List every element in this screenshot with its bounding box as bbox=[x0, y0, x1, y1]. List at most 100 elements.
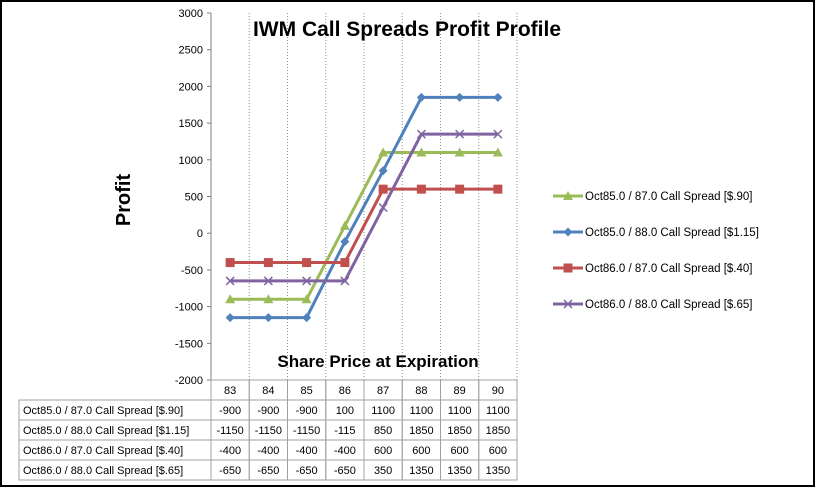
x-tick-label: 83 bbox=[224, 385, 236, 397]
marker-diamond bbox=[225, 313, 235, 323]
x-tick-label: 87 bbox=[377, 385, 389, 397]
legend-label: Oct86.0 / 88.0 Call Spread [$.65] bbox=[585, 299, 753, 311]
cell-value: -900 bbox=[296, 405, 318, 417]
marker-x bbox=[563, 299, 573, 309]
legend-item: Oct85.0 / 88.0 Call Spread [$1.15] bbox=[553, 227, 759, 239]
x-tick-label: 90 bbox=[492, 385, 504, 397]
legend: Oct85.0 / 87.0 Call Spread [$.90] Oct85.0… bbox=[553, 191, 759, 311]
table-cell bbox=[478, 459, 518, 481]
marker-x bbox=[493, 129, 503, 139]
cell-value: 850 bbox=[374, 425, 392, 437]
marker-square bbox=[455, 184, 465, 194]
marker-triangle bbox=[263, 294, 274, 304]
series-line bbox=[230, 95, 498, 320]
series-line bbox=[230, 150, 498, 301]
cell-value: -650 bbox=[219, 465, 241, 477]
y-tick-label: 3000 bbox=[179, 8, 203, 20]
cell-value: -1150 bbox=[216, 425, 243, 437]
marker-triangle bbox=[492, 147, 503, 157]
cell-value: 600 bbox=[412, 445, 430, 457]
marker-square bbox=[302, 258, 312, 268]
marker-x bbox=[340, 276, 350, 286]
marker-diamond bbox=[493, 92, 503, 102]
y-tick-label: 2000 bbox=[179, 81, 203, 93]
row-label: Oct86.0 / 87.0 Call Spread [$.40] bbox=[23, 445, 183, 457]
marker-triangle bbox=[563, 191, 573, 200]
marker-square bbox=[378, 184, 388, 194]
marker-triangle bbox=[378, 147, 389, 157]
y-tick-label: 2500 bbox=[179, 45, 203, 57]
x-tick-label: 89 bbox=[454, 385, 466, 397]
marker-diamond bbox=[302, 313, 312, 323]
cell-value: 1100 bbox=[371, 405, 395, 417]
marker-triangle bbox=[454, 147, 465, 157]
marker-diamond bbox=[378, 166, 388, 176]
cell-value: 1100 bbox=[448, 405, 472, 417]
cell-value: 1850 bbox=[409, 425, 433, 437]
series-1 bbox=[225, 147, 503, 304]
legend-label: Oct86.0 / 87.0 Call Spread [$.40] bbox=[585, 263, 753, 275]
cell-value: -115 bbox=[334, 425, 355, 437]
cell-value: 600 bbox=[489, 445, 507, 457]
marker-square bbox=[263, 258, 273, 268]
cell-value: 600 bbox=[450, 445, 468, 457]
series-4 bbox=[225, 129, 503, 286]
legend-item: Oct86.0 / 87.0 Call Spread [$.40] bbox=[553, 263, 753, 275]
table-row: Oct85.0 / 88.0 Call Spread [$1.15] -1150 -… bbox=[18, 419, 518, 441]
cell-value: -400 bbox=[296, 445, 318, 457]
marker-triangle bbox=[301, 294, 312, 304]
y-tick-label: -500 bbox=[181, 265, 203, 277]
marker-x bbox=[225, 276, 235, 286]
cell-value: 100 bbox=[336, 405, 354, 417]
cell-value: 1350 bbox=[447, 465, 471, 477]
marker-triangle bbox=[416, 147, 427, 157]
marker-square bbox=[416, 184, 426, 194]
series-line bbox=[230, 132, 498, 283]
legend-label: Oct85.0 / 88.0 Call Spread [$1.15] bbox=[585, 227, 759, 239]
x-tick-label: 84 bbox=[262, 385, 274, 397]
cell-value: -400 bbox=[219, 445, 241, 457]
series-3 bbox=[225, 184, 503, 268]
cell-value: -650 bbox=[257, 465, 279, 477]
marker-x bbox=[378, 202, 388, 213]
cell-value: 600 bbox=[374, 445, 392, 457]
table-row: Oct86.0 / 87.0 Call Spread [$.40] -400 -40… bbox=[18, 439, 518, 461]
cell-value: 1350 bbox=[409, 465, 433, 477]
x-axis-label: Share Price at Expiration bbox=[277, 352, 478, 371]
marker-square bbox=[493, 184, 503, 194]
cell-value: 1350 bbox=[486, 465, 510, 477]
cell-value: -1150 bbox=[293, 425, 320, 437]
legend-item: Oct86.0 / 88.0 Call Spread [$.65] bbox=[553, 299, 753, 311]
row-label: Oct85.0 / 87.0 Call Spread [$.90] bbox=[23, 405, 183, 417]
marker-x bbox=[302, 276, 312, 286]
y-tick-label: 1000 bbox=[179, 155, 203, 167]
table-row: Oct86.0 / 88.0 Call Spread [$.65] -650 -65… bbox=[18, 459, 518, 481]
marker-triangle bbox=[339, 220, 350, 230]
cell-value: -650 bbox=[296, 465, 318, 477]
x-tick-label: 88 bbox=[415, 385, 427, 397]
grid-lines bbox=[248, 13, 518, 380]
legend-label: Oct85.0 / 87.0 Call Spread [$.90] bbox=[585, 191, 753, 203]
x-tick-label: 85 bbox=[301, 385, 313, 397]
cell-value: 1100 bbox=[486, 405, 510, 417]
y-tick-label: -1000 bbox=[175, 302, 203, 314]
row-label: Oct85.0 / 88.0 Call Spread [$1.15] bbox=[23, 425, 189, 437]
marker-x bbox=[263, 276, 273, 286]
y-tick-label: 500 bbox=[185, 192, 203, 204]
marker-diamond bbox=[263, 313, 273, 323]
cell-value: 350 bbox=[374, 465, 392, 477]
marker-x bbox=[416, 129, 426, 139]
cell-value: -900 bbox=[257, 405, 279, 417]
y-axis-ticks: 3000 2500 2000 1500 1000 500 0 -500 -1000 -1500 -2… bbox=[175, 8, 212, 387]
marker-diamond bbox=[455, 92, 465, 102]
y-tick-label: -2000 bbox=[175, 375, 203, 387]
data-table: 83 84 85 86 87 88 89 90 Oct85.0 / 87.0 Call Spre… bbox=[18, 379, 518, 481]
cell-value: 1850 bbox=[486, 425, 510, 437]
chart-title: IWM Call Spreads Profit Profile bbox=[253, 18, 561, 41]
marker-x bbox=[455, 129, 465, 139]
cell-value: 1100 bbox=[410, 405, 434, 417]
cell-value: -900 bbox=[219, 405, 241, 417]
marker-square bbox=[225, 258, 235, 268]
